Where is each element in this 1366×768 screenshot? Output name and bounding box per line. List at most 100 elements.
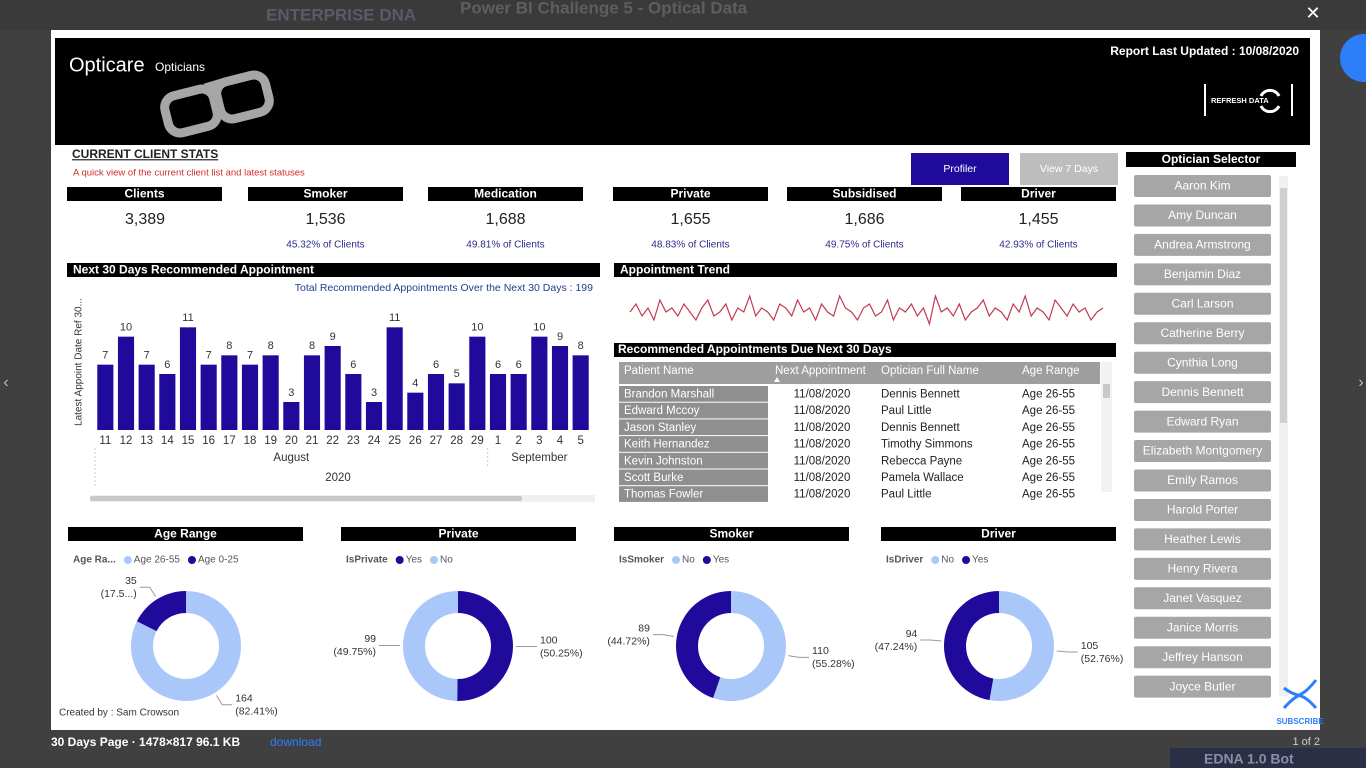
card-share: 42.93% of Clients [999,240,1077,251]
optician-button[interactable] [1134,440,1271,463]
prev-arrow[interactable]: ‹ [3,374,8,391]
download-link[interactable]: download [270,735,321,749]
button-label[interactable]: View 7 Days [1040,163,1098,175]
optician-name[interactable]: Aaron Kim [1174,179,1230,193]
optician-button[interactable] [1134,204,1271,227]
optician-name[interactable]: Amy Duncan [1168,208,1237,222]
optician-name[interactable]: Andrea Armstrong [1154,238,1251,252]
optician-button[interactable] [1134,263,1271,286]
title-bar [613,187,768,201]
optician-name[interactable]: Cynthia Long [1167,355,1238,369]
data-label: 3 [288,387,294,399]
legend-swatch [702,556,711,564]
optician-button[interactable] [1134,381,1271,404]
subscribe[interactable]: SUBSCRIBE [1276,717,1324,726]
optician-name[interactable]: Elizabeth Montgomery [1143,444,1262,458]
donut-slice [457,591,513,701]
dna-icon[interactable] [1282,679,1318,709]
column-header[interactable]: Next Appointment [775,365,867,377]
data-label: 8 [309,340,315,352]
chart-title: Appointment Trend [620,263,730,277]
glasses-icon [160,70,274,138]
optician-name[interactable]: Catherine Berry [1160,326,1244,340]
optician-name[interactable]: Edward Ryan [1166,414,1238,428]
x-tick-label: 22 [326,435,339,447]
optician-button[interactable] [1134,410,1271,433]
optician-button[interactable] [1134,646,1271,669]
optician-name[interactable]: Henry Rivera [1167,562,1237,576]
optician-name[interactable]: Janice Morris [1167,620,1238,634]
optician-name[interactable]: Heather Lewis [1164,532,1241,546]
optician-name[interactable]: Carl Larson [1171,296,1233,310]
refresh-label[interactable]: REFRESH DATA [1211,96,1269,105]
x-tick-label: 28 [450,435,463,447]
column-header[interactable]: Optician Full Name [881,365,979,377]
optician-button[interactable] [1134,322,1271,345]
selector-scrollbar[interactable] [1279,176,1288,696]
optician-name[interactable]: Benjamin Diaz [1164,267,1241,281]
bot-bar [1170,748,1366,768]
donut-slice [943,591,999,701]
leader-line [216,695,233,706]
optician-name[interactable]: Harold Porter [1167,503,1238,517]
optician-button[interactable] [1134,528,1271,551]
optician-button[interactable] [1134,351,1271,374]
optician-name[interactable]: Joyce Butler [1169,679,1235,693]
optician-button[interactable] [1134,175,1271,197]
bar [283,402,300,430]
month-label: August [273,452,310,464]
selector-scroll-thumb[interactable] [1280,188,1287,423]
optician-button[interactable] [1134,233,1271,256]
slice-percent: (49.75%) [333,646,376,658]
optician-button[interactable] [1134,587,1271,610]
slice-percent: (52.76%) [1081,653,1124,665]
legend-swatch [931,556,940,564]
card-share: 49.81% of Clients [466,240,544,251]
optician-button[interactable] [1134,292,1271,315]
table-title-bar [614,343,1116,357]
patient-cell [619,469,768,486]
table-scrollbar[interactable] [1101,362,1112,492]
brand: Opticare [69,54,145,76]
column-header[interactable]: Patient Name [624,365,694,377]
x-tick-label: 11 [99,435,111,447]
chat-bubble[interactable] [1340,34,1366,82]
sort-indicator[interactable] [774,377,780,382]
x-tick-label: 14 [161,435,174,447]
title-bar [67,263,600,277]
optician-button[interactable] [1134,469,1271,492]
close-button[interactable]: ✕ [1305,3,1320,23]
optician-button[interactable] [1134,498,1271,521]
optician-button[interactable] [1134,675,1271,698]
x-tick-label: 27 [430,435,443,447]
next-arrow[interactable]: › [1358,374,1363,391]
profiler-button[interactable] [911,153,1009,185]
card-value: 3,389 [125,211,165,228]
legend-item: Yes [406,555,422,566]
site-name: ENTERPRISE DNA [266,5,416,24]
view7-button[interactable] [1020,153,1118,185]
patient-cell [619,452,768,469]
table-cell: Dennis Bennett [881,422,960,434]
data-label: 6 [350,359,356,371]
column-header[interactable]: Age Range [1022,365,1080,377]
card-share: 48.83% of Clients [651,240,729,251]
x-tick-label: 21 [306,435,319,447]
data-label: 6 [433,359,439,371]
button-label[interactable]: Profiler [943,163,977,175]
slice-percent: (44.72%) [607,635,650,647]
refresh-icon[interactable] [1259,88,1281,114]
optician-name[interactable]: Janet Vasquez [1163,591,1242,605]
optician-name[interactable]: Dennis Bennett [1161,385,1244,399]
optician-name[interactable]: Jeffrey Hanson [1162,650,1243,664]
table-cell: Paul Little [881,405,932,417]
optician-button[interactable] [1134,557,1271,580]
h-scroll-thumb[interactable] [90,496,522,501]
table-scroll-thumb[interactable] [1103,384,1110,398]
patient-cell [619,486,768,502]
optician-button[interactable] [1134,616,1271,639]
data-label: 6 [164,359,170,371]
optician-name[interactable]: Emily Ramos [1167,473,1238,487]
